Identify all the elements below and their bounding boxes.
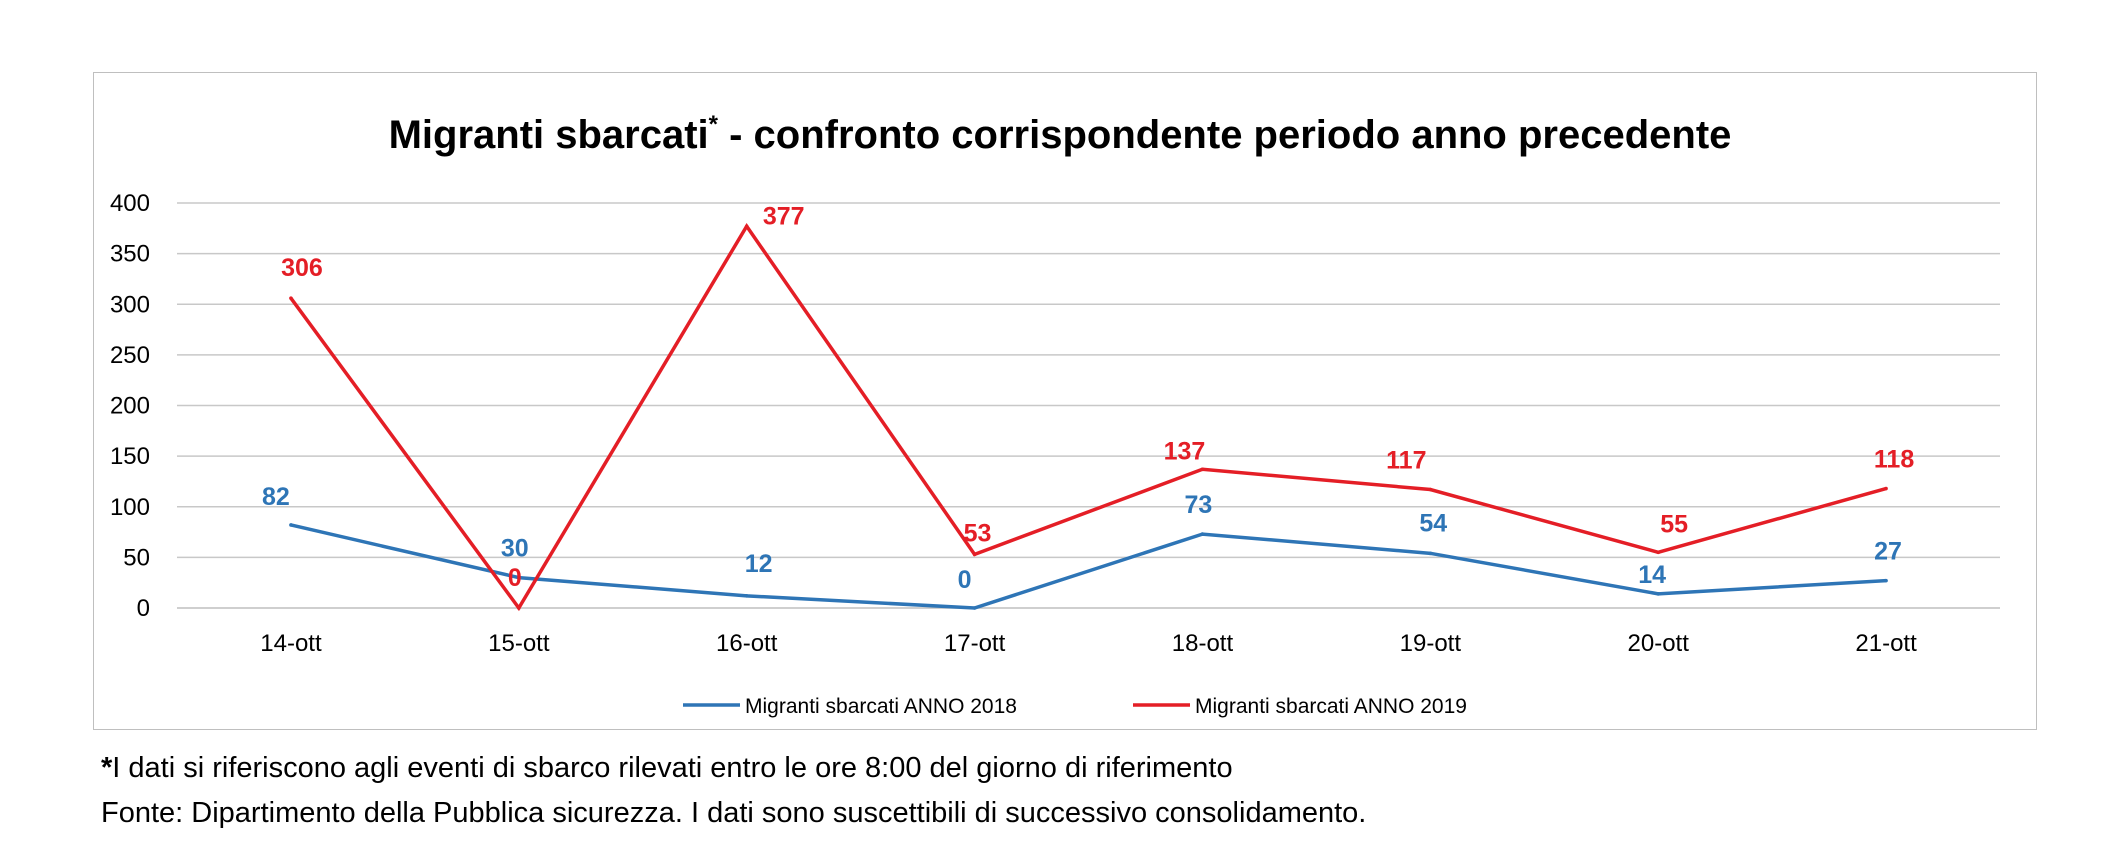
data-label: 306 <box>281 254 323 282</box>
data-point <box>972 606 977 610</box>
data-point <box>1656 550 1660 555</box>
x-tick-label: 18-ott <box>1172 630 1234 657</box>
x-tick-label: 20-ott <box>1628 630 1690 657</box>
data-label: 53 <box>964 519 992 547</box>
y-tick-label: 0 <box>137 595 150 622</box>
data-label: 118 <box>1874 446 1914 474</box>
y-tick-label: 200 <box>110 393 150 420</box>
chart-title-rest: - confronto corrispondente periodo anno … <box>718 113 1731 157</box>
chart-title-main: Migranti sbarcati <box>389 113 709 157</box>
grid-lines <box>177 202 2000 609</box>
x-tick-label: 17-ott <box>944 630 1006 657</box>
data-point <box>517 575 521 580</box>
y-tick-label: 50 <box>123 544 150 571</box>
y-tick-label: 150 <box>110 443 150 470</box>
footnote-scope: *I dati si riferiscono agli eventi di sb… <box>101 752 1233 785</box>
y-tick-label: 300 <box>110 291 150 318</box>
data-point <box>289 296 293 300</box>
y-axis-ticks: 0 50 100 150 200 250 300 350 400 <box>110 190 150 622</box>
data-label: 137 <box>1164 437 1206 465</box>
data-label: 30 <box>501 535 529 563</box>
x-tick-label: 15-ott <box>488 630 550 657</box>
data-label: 117 <box>1386 447 1426 475</box>
footnote-source: Fonte: Dipartimento della Pubblica sicur… <box>101 797 1367 829</box>
data-point <box>744 224 749 229</box>
data-point <box>1884 578 1888 583</box>
footnote-scope-text: I dati si riferiscono agli eventi di sba… <box>112 752 1233 784</box>
data-point <box>1428 551 1433 556</box>
data-point <box>517 606 521 610</box>
data-point <box>1200 532 1205 536</box>
data-label: 27 <box>1874 538 1902 566</box>
x-tick-label: 19-ott <box>1400 630 1462 657</box>
legend: Migranti sbarcati ANNO 2018 Migranti sbar… <box>683 695 1467 718</box>
data-label: 14 <box>1638 561 1666 589</box>
data-point <box>289 523 293 527</box>
series-line-2 <box>289 223 1887 612</box>
x-axis-ticks: 14-ott 15-ott 16-ott 17-ott 18-ott 19-ott 20-o… <box>260 630 1917 657</box>
data-point <box>972 552 977 557</box>
data-point <box>1428 487 1433 492</box>
data-label: 82 <box>262 483 290 511</box>
legend-entry: Migranti sbarcati ANNO 2018 <box>745 695 1017 718</box>
y-tick-label: 100 <box>110 494 150 521</box>
series-line-1 <box>290 523 1887 610</box>
data-label: 0 <box>508 564 522 592</box>
chart-title-asterisk: * <box>709 111 719 138</box>
data-point <box>1884 486 1888 491</box>
data-label: 377 <box>763 202 805 230</box>
data-label: 12 <box>745 550 773 578</box>
y-tick-label: 400 <box>110 190 150 217</box>
x-tick-label: 16-ott <box>716 630 778 657</box>
x-tick-label: 14-ott <box>260 630 322 657</box>
data-point <box>744 594 749 598</box>
data-point <box>1200 467 1205 472</box>
series-lines <box>289 223 1888 612</box>
data-label: 0 <box>958 566 972 594</box>
y-tick-label: 250 <box>110 342 150 369</box>
data-labels: 82 30 12 0 73 54 14 27 306 0 377 53 137 117 55 118 <box>262 202 1914 594</box>
footnote-asterisk: * <box>101 752 113 784</box>
data-label: 73 <box>1185 491 1213 519</box>
legend-entry: Migranti sbarcati ANNO 2019 <box>1195 695 1467 718</box>
data-label: 54 <box>1419 509 1447 537</box>
data-label: 55 <box>1660 510 1688 538</box>
chart-frame <box>93 72 2037 730</box>
x-tick-label: 21-ott <box>1855 630 1917 657</box>
y-tick-label: 350 <box>110 241 150 268</box>
chart-title: Migranti sbarcati* - confronto corrispon… <box>389 111 1732 157</box>
data-point <box>1656 592 1660 596</box>
